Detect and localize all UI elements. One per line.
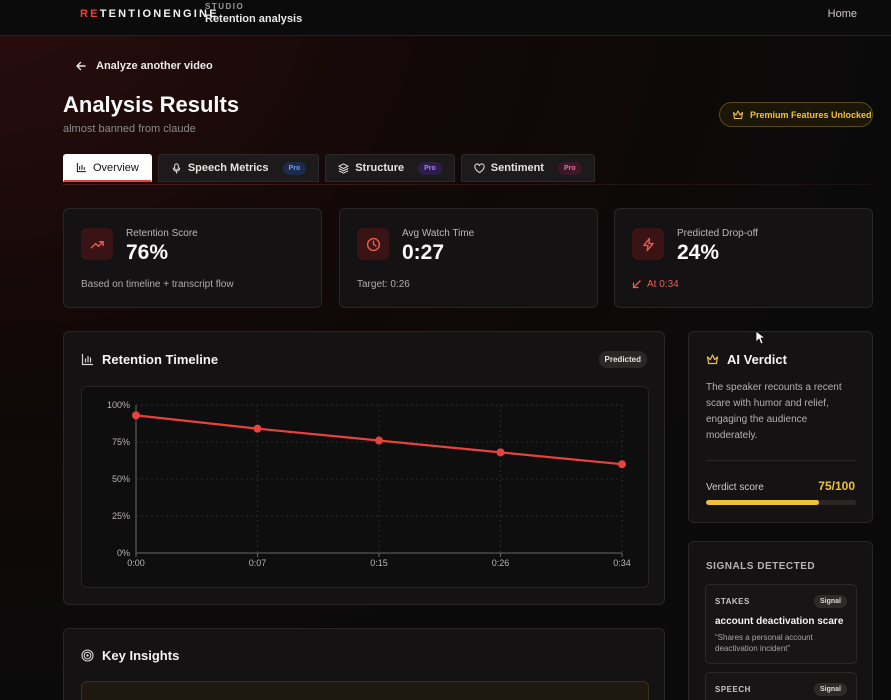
home-link[interactable]: Home bbox=[827, 8, 857, 20]
stat-icon-box bbox=[357, 228, 389, 260]
x-tick-label: 0:00 bbox=[127, 558, 145, 568]
tab-speech-metrics[interactable]: Speech Metrics Pro bbox=[157, 154, 320, 182]
stat-value: 76% bbox=[126, 241, 169, 264]
premium-label: Premium Features Unlocked bbox=[750, 109, 872, 120]
target-icon bbox=[81, 649, 94, 662]
page-name: Retention analysis bbox=[205, 13, 303, 25]
tab-sentiment[interactable]: Sentiment Pro bbox=[460, 154, 595, 182]
stat-card-retention-score: Retention Score 76% Based on timeline + … bbox=[63, 208, 322, 308]
pro-badge: Pro bbox=[282, 161, 307, 175]
stat-value: 24% bbox=[677, 241, 720, 264]
y-tick-label: 75% bbox=[112, 437, 130, 447]
verdict-text: The speaker recounts a recent scare with… bbox=[706, 382, 842, 441]
premium-badge: Premium Features Unlocked bbox=[719, 102, 873, 127]
stat-card-predicted-drop-off: Predicted Drop-off 24% At 0:34 bbox=[614, 208, 873, 308]
retention-point bbox=[132, 411, 140, 420]
tab-overview[interactable]: Overview bbox=[63, 154, 152, 182]
x-tick-label: 0:07 bbox=[249, 558, 267, 568]
analyze-another-label: Analyze another video bbox=[96, 60, 213, 72]
drop-off-time: At 0:34 bbox=[647, 279, 679, 290]
insight-item bbox=[81, 681, 649, 700]
stat-icon-box bbox=[81, 228, 113, 260]
retention-line-chart: 100% 75% 50% 25% 0%0:00 0:07 0:15 0:26 0:34 bbox=[107, 400, 631, 568]
tab-speech-metrics-label: Speech Metrics bbox=[187, 162, 269, 174]
stat-icon-box bbox=[632, 228, 664, 260]
predicted-badge: Predicted bbox=[598, 351, 647, 368]
top-bar: RETENTIONENGINE STUDIO Retention analysi… bbox=[0, 0, 891, 36]
tab-sentiment-label: Sentiment bbox=[490, 162, 544, 174]
signal-tag: Signal bbox=[813, 683, 847, 696]
stat-card-avg-watch-time: Avg Watch Time 0:27 Target: 0:26 bbox=[339, 208, 598, 308]
stat-note: Target: 0:26 bbox=[357, 279, 410, 290]
stat-label: Retention Score bbox=[126, 228, 198, 239]
signal-name: account deactivation scare bbox=[715, 616, 844, 627]
y-tick-label: 100% bbox=[107, 400, 130, 410]
verdict-score-bar bbox=[706, 500, 856, 505]
verdict-divider bbox=[706, 460, 856, 461]
app-logo[interactable]: RETENTIONENGINE bbox=[80, 8, 219, 20]
retention-point bbox=[496, 448, 505, 457]
tabs-divider bbox=[63, 184, 873, 185]
verdict-score-fill bbox=[706, 500, 819, 505]
signal-category: SPEECH bbox=[715, 685, 751, 694]
tab-bar: Overview Speech Metrics Pro Structure Pr… bbox=[63, 154, 595, 182]
signal-item[interactable]: STAKES Signal account deactivation scare… bbox=[705, 584, 857, 664]
verdict-title-text: AI Verdict bbox=[727, 352, 787, 367]
stat-note: At 0:34 bbox=[632, 279, 679, 290]
heart-icon bbox=[474, 163, 485, 173]
signal-quote: “Shares a personal account deactivation … bbox=[715, 633, 813, 653]
bar-chart-icon bbox=[81, 353, 94, 366]
stat-label: Avg Watch Time bbox=[402, 228, 475, 239]
crown-icon bbox=[732, 109, 744, 119]
signals-title: SIGNALS DETECTED bbox=[706, 561, 816, 572]
retention-point bbox=[375, 436, 383, 445]
studio-label: STUDIO bbox=[205, 2, 245, 11]
signal-category: STAKES bbox=[715, 597, 750, 606]
y-tick-label: 50% bbox=[112, 474, 130, 484]
pro-badge: Pro bbox=[557, 161, 582, 175]
timeline-title: Retention Timeline bbox=[81, 352, 218, 367]
x-tick-label: 0:34 bbox=[613, 558, 631, 568]
retention-point bbox=[618, 460, 626, 469]
clock-icon bbox=[366, 237, 380, 251]
bar-chart-icon bbox=[76, 162, 87, 173]
retention-point bbox=[253, 424, 262, 433]
key-insights-card: Key Insights bbox=[63, 628, 665, 700]
verdict-score-value: 75/100 bbox=[818, 479, 855, 493]
layers-icon bbox=[338, 162, 349, 174]
page-title: Analysis Results bbox=[63, 92, 240, 117]
signal-item[interactable]: SPEECH Signal bbox=[705, 672, 857, 700]
retention-chart: 100% 75% 50% 25% 0% 0:00 0:07 0:15 0:26 0:34 bbox=[81, 386, 649, 588]
signal-tag: Signal bbox=[813, 595, 847, 608]
verdict-title: AI Verdict bbox=[706, 352, 787, 367]
video-title: almost banned from claude bbox=[63, 123, 196, 135]
trending-up-icon bbox=[90, 240, 104, 248]
x-tick-label: 0:15 bbox=[370, 558, 388, 568]
timeline-title-text: Retention Timeline bbox=[102, 352, 219, 367]
retention-timeline-card: Retention Timeline Predicted 100% 75% 50% 2… bbox=[63, 331, 665, 605]
stat-note: Based on timeline + transcript flow bbox=[81, 279, 234, 290]
insights-title-text: Key Insights bbox=[102, 648, 180, 663]
mic-icon bbox=[172, 162, 181, 174]
crown-icon bbox=[706, 354, 719, 365]
zap-icon bbox=[642, 237, 654, 251]
tab-overview-label: Overview bbox=[93, 161, 139, 174]
tab-structure-label: Structure bbox=[355, 162, 405, 174]
analyze-another-button[interactable]: Analyze another video bbox=[76, 60, 213, 72]
mouse-cursor-icon bbox=[755, 330, 765, 345]
y-tick-label: 25% bbox=[112, 511, 130, 521]
stat-label: Predicted Drop-off bbox=[677, 228, 758, 239]
signals-card: SIGNALS DETECTED STAKES Signal account d… bbox=[688, 541, 873, 700]
arrow-left-icon bbox=[76, 61, 86, 71]
tab-structure[interactable]: Structure Pro bbox=[325, 154, 455, 182]
stat-value: 0:27 bbox=[402, 241, 445, 264]
insights-title: Key Insights bbox=[81, 648, 179, 663]
x-tick-label: 0:26 bbox=[492, 558, 510, 568]
verdict-score-label: Verdict score bbox=[706, 482, 764, 493]
y-tick-label: 0% bbox=[117, 548, 130, 558]
arrow-down-left-icon bbox=[632, 280, 641, 289]
ai-verdict-card: AI Verdict The speaker recounts a recent… bbox=[688, 331, 873, 523]
pro-badge: Pro bbox=[418, 161, 442, 175]
